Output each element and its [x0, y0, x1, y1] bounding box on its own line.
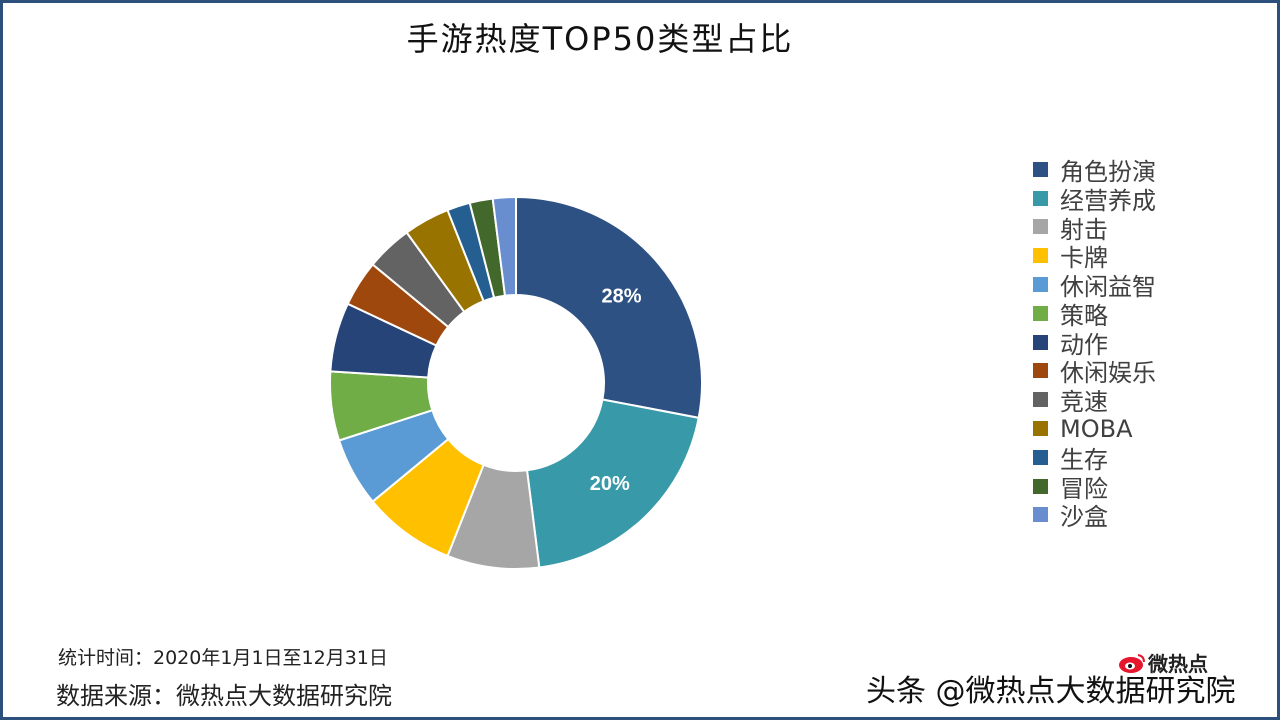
data-label-1: 20% [590, 473, 630, 495]
legend-label: MOBA [1060, 414, 1133, 443]
weirediann-logo: 微热点 [1118, 648, 1208, 677]
legend-item: 冒险 [1033, 472, 1156, 503]
legend-swatch [1033, 449, 1048, 465]
legend-item: 卡牌 [1033, 241, 1156, 273]
legend-item: 竞速 [1033, 385, 1156, 417]
legend-item: MOBA [1033, 414, 1156, 443]
legend-label: 冒险 [1060, 474, 1108, 503]
legend-swatch [1033, 190, 1048, 206]
legend-swatch [1033, 161, 1048, 177]
legend-item: 角色扮演 [1033, 155, 1156, 186]
donut-slice-1 [525, 398, 700, 569]
legend-item: 经营养成 [1033, 184, 1156, 215]
legend-label: 休闲娱乐 [1060, 359, 1156, 388]
legend-label: 动作 [1060, 330, 1108, 359]
legend-swatch [1033, 507, 1048, 523]
donut-slice-12 [491, 195, 517, 297]
legend-item: 射击 [1033, 213, 1156, 244]
legend-swatch [1033, 219, 1048, 235]
legend-label: 休闲益智 [1060, 273, 1156, 302]
logo-text: 微热点 [1148, 652, 1208, 676]
legend-swatch [1033, 421, 1048, 437]
chart-legend: 角色扮演 经营养成 射击 卡牌 休闲益智 策略 动作 休闲娱乐 竞速 MOBA 生存 冒险 沙盒 [1033, 155, 1156, 531]
legend-item: 沙盒 [1033, 501, 1156, 531]
legend-label: 角色扮演 [1060, 157, 1156, 186]
legend-swatch [1033, 334, 1048, 350]
chart-title: 手游热度TOP50类型占比 [406, 20, 794, 58]
legend-item: 策略 [1033, 299, 1156, 330]
legend-item: 动作 [1033, 328, 1156, 359]
data-source: 数据来源：微热点大数据研究院 [56, 682, 392, 710]
weibo-eye-icon [1119, 653, 1145, 673]
legend-swatch [1033, 363, 1048, 379]
legend-swatch [1033, 248, 1048, 264]
legend-label: 策略 [1060, 301, 1108, 330]
legend-label: 竞速 [1060, 388, 1108, 417]
legend-item: 休闲娱乐 [1033, 357, 1156, 387]
watermark: 头条 @微热点大数据研究院 [866, 674, 1236, 709]
legend-swatch [1033, 277, 1048, 293]
legend-swatch [1033, 305, 1048, 321]
legend-item: 休闲益智 [1033, 270, 1156, 302]
legend-label: 卡牌 [1060, 244, 1108, 273]
legend-item: 生存 [1033, 443, 1156, 474]
legend-label: 生存 [1060, 445, 1108, 474]
data-label-0: 28% [602, 286, 642, 308]
legend-label: 沙盒 [1060, 503, 1108, 532]
legend-label: 经营养成 [1060, 186, 1156, 215]
statistics-period: 统计时间：2020年1月1日至12月31日 [58, 647, 388, 669]
legend-label: 射击 [1060, 215, 1108, 244]
legend-swatch [1033, 478, 1048, 494]
legend-swatch [1033, 392, 1048, 408]
donut-slice-0 [515, 195, 703, 420]
